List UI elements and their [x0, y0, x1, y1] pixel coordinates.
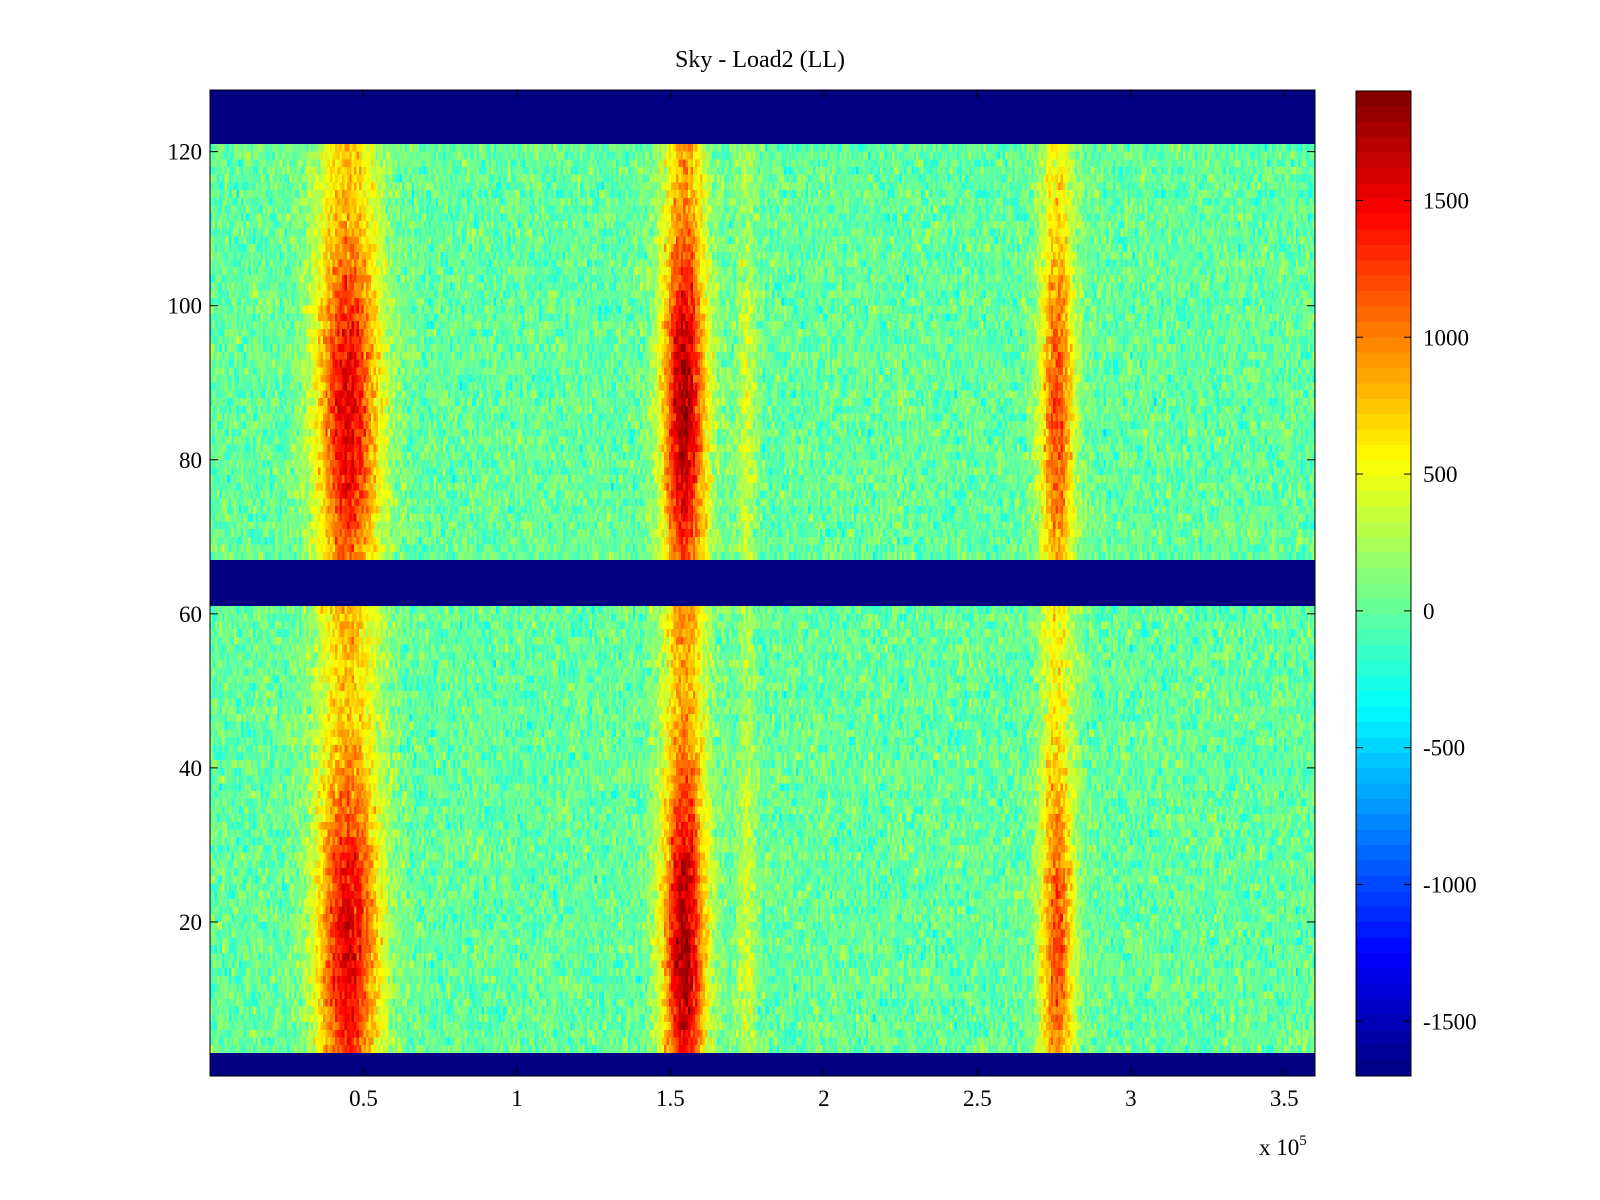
colorbar-tick-label: -1500	[1423, 1009, 1477, 1034]
y-tick-label: 100	[168, 294, 203, 319]
heatmap-plot-area	[209, 89, 1316, 1077]
chart-title: Sky - Load2 (LL)	[675, 47, 845, 73]
plot-frame	[209, 89, 1316, 1077]
y-tick-label: 80	[179, 448, 202, 473]
y-tick-label: 120	[168, 140, 203, 165]
y-tick-label: 40	[179, 756, 202, 781]
colorbar-tick-label: -500	[1423, 736, 1465, 761]
colorbar-tick-label: 500	[1423, 462, 1458, 487]
x-axis: 0.5 1 1.5 2 2.5 3 3.5	[349, 90, 1299, 1111]
colorbar-tick-label: -1000	[1423, 872, 1477, 897]
colorbar-ticks: 1500 1000 500 0 -500 -1000 -1500	[1356, 188, 1477, 1034]
x-tick-label: 3	[1125, 1086, 1137, 1111]
y-tick-label: 20	[179, 910, 202, 935]
colorbar-tick-label: 1000	[1423, 325, 1469, 350]
x-exponent-power: 5	[1299, 1133, 1307, 1149]
y-axis: 20 40 60 80 100 120	[168, 140, 1315, 935]
heatmap-image	[210, 90, 1315, 1076]
x-tick-label: 1.5	[656, 1086, 685, 1111]
colorbar-frame	[1355, 90, 1412, 1077]
svg-text:x 105: x 105	[1259, 1133, 1307, 1160]
colorbar-gradient	[1356, 91, 1411, 1076]
colorbar-tick-label: 0	[1423, 599, 1435, 624]
x-exponent-label: x 105	[1259, 1133, 1307, 1160]
x-tick-label: 3.5	[1270, 1086, 1299, 1111]
y-tick-label: 60	[179, 602, 202, 627]
colorbar: 1500 1000 500 0 -500 -1000 -1500	[1355, 90, 1477, 1077]
x-tick-label: 2.5	[963, 1086, 992, 1111]
x-exponent-base: x 10	[1259, 1135, 1299, 1160]
x-tick-label: 1	[511, 1086, 523, 1111]
x-tick-label: 2	[818, 1086, 830, 1111]
x-tick-label: 0.5	[349, 1086, 378, 1111]
colorbar-tick-label: 1500	[1423, 188, 1469, 213]
